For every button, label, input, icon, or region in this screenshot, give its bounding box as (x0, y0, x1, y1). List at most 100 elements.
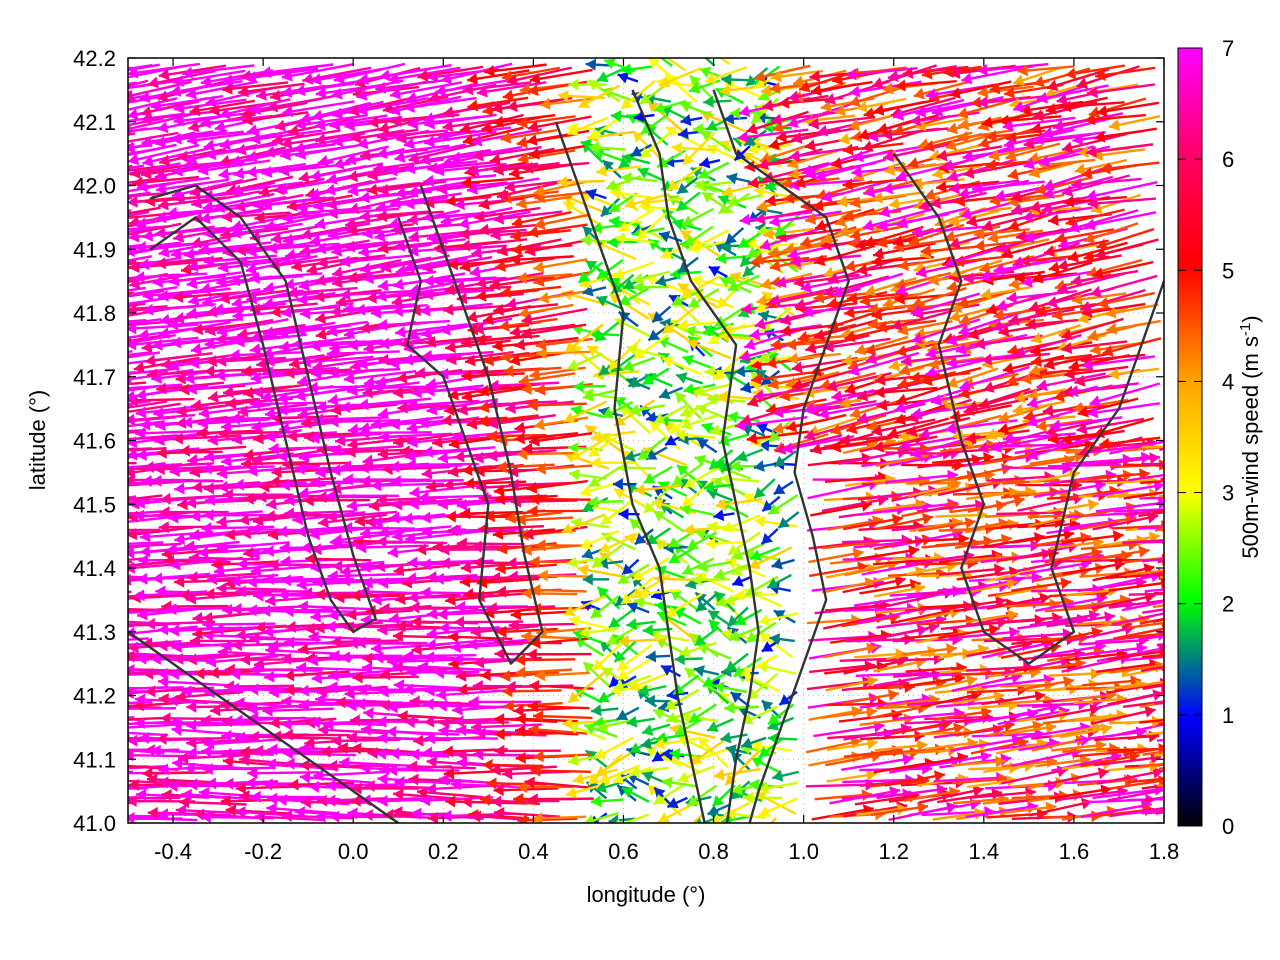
wind-vector (128, 461, 137, 465)
wind-vector (1138, 762, 1164, 768)
wind-vector-head-69 (111, 792, 121, 804)
wind-vector-head-209 (239, 754, 250, 767)
wind-vector-head-298 (652, 750, 664, 762)
wind-vector-head-597 (113, 663, 123, 675)
wind-vector-head-447 (980, 706, 992, 719)
wind-vector (486, 777, 547, 790)
wind-vector-shaft-254 (1011, 749, 1082, 767)
wind-vector-head-67 (72, 791, 82, 803)
wind-vector-head-861 (113, 607, 124, 619)
wind-vector-head-543 (298, 684, 310, 697)
wind-vector-head-1653 (105, 416, 115, 428)
wind-vector-head-133 (75, 783, 85, 795)
wind-vector-head-311 (916, 739, 928, 752)
wind-vector (1094, 752, 1162, 767)
wind-vector-shaft-316 (950, 737, 1023, 752)
wind-vector-head-141 (205, 777, 217, 790)
wind-vector-shaft-220 (406, 765, 477, 770)
wind-vector-shaft-1386 (128, 479, 133, 483)
wind-vector (490, 763, 557, 776)
wind-vector-head-1251 (1167, 521, 1177, 533)
wind-vector-head-7 (175, 804, 187, 817)
wind-vector (691, 812, 705, 823)
wind-vector (772, 769, 800, 782)
wind-vector-head-28 (517, 814, 528, 823)
wind-vector-head-1385 (1202, 486, 1213, 498)
wind-vector-head-77 (239, 790, 250, 803)
wind-vector-head-284 (376, 747, 387, 760)
wind-vector-shaft-858 (128, 610, 129, 613)
wind-vector-shaft-85 (360, 797, 433, 802)
wind-vector (1002, 721, 1057, 736)
wind-vector-shaft-1147 (456, 542, 525, 546)
wind-vector-head-87 (393, 788, 404, 801)
wind-vector-head-596 (93, 668, 103, 680)
wind-vector (821, 706, 877, 719)
wind-vector-shaft-534 (157, 680, 232, 687)
wind-vector-head-89 (420, 794, 431, 807)
wind-vector-head-156 (438, 773, 449, 786)
wind-vector-shaft-193 (1096, 769, 1164, 785)
wind-vector-head-291 (494, 744, 505, 757)
wind-vector-head-542 (284, 683, 295, 696)
wind-vector (621, 786, 650, 803)
wind-vector (594, 736, 634, 760)
wind-vector-head-70 (128, 794, 137, 807)
wind-vector (171, 724, 245, 737)
wind-vector-head-92 (479, 793, 491, 806)
wind-vector (128, 590, 132, 594)
wind-vector-head-1188 (59, 533, 70, 545)
wind-vector-head-419 (423, 715, 435, 728)
wind-vector-head-292 (515, 751, 526, 764)
wind-vector-head-250 (995, 755, 1006, 768)
wind-vector-head-160 (516, 781, 527, 794)
wind-vector-head-410 (281, 718, 292, 731)
wind-vector-head-294 (568, 754, 579, 767)
wind-vector-head-1191 (107, 531, 118, 543)
wind-vector (450, 778, 524, 791)
wind-vector-head-395 (1219, 728, 1230, 740)
wind-vector-head-113 (936, 783, 948, 796)
wind-vector-head-16 (315, 810, 326, 823)
wind-vector-shaft-512 (920, 692, 982, 709)
wind-vector-head-476 (281, 695, 292, 708)
wind-vector-head-334 (128, 734, 138, 747)
wind-vector-head-5 (147, 806, 158, 819)
wind-vector-head-107 (743, 791, 754, 804)
wind-vector-head-660 (70, 657, 80, 669)
wind-vector-head-68 (94, 797, 104, 809)
wind-vector-head-180 (933, 770, 945, 783)
wind-vector-head-190 (1097, 767, 1109, 780)
wind-vector-head-215 (327, 759, 338, 772)
wind-vector-head-1056 (62, 560, 72, 572)
wind-vector (767, 716, 795, 731)
wind-vector-head-1389 (114, 480, 124, 492)
wind-vector-shaft-1650 (128, 416, 132, 420)
wind-vector-shaft-738 (249, 637, 321, 642)
wind-vector (318, 724, 389, 737)
wind-vector (1062, 742, 1120, 755)
wind-vector-head-438 (767, 719, 780, 731)
wind-vector-shaft-386 (1018, 725, 1091, 740)
wind-vector (665, 706, 702, 724)
wind-vector-shaft-89 (419, 796, 494, 802)
wind-vector (282, 747, 356, 760)
wind-vector-head-231 (612, 772, 625, 785)
wind-vector-shaft-119 (969, 790, 1036, 800)
wind-vector-head-167 (653, 793, 666, 805)
wind-vector-head-78 (250, 790, 261, 803)
wind-vector-head-397 (72, 712, 82, 724)
wind-vector-head-792 (61, 625, 71, 637)
wind-vector (419, 794, 494, 807)
wind-vector-shaft-4 (128, 816, 198, 822)
wind-vector-head-988 (1207, 580, 1217, 592)
wind-vector-shaft-531 (128, 686, 184, 690)
wind-vector-shaft-210 (247, 771, 320, 775)
wind-vector-head-404 (186, 719, 197, 732)
wind-vector-head-210 (247, 767, 258, 780)
wind-vector-shaft-409 (269, 717, 337, 725)
wind-vector-head-306 (751, 740, 762, 753)
wind-vector-head-174 (758, 782, 770, 795)
wind-vector-head-145 (262, 778, 273, 791)
wind-vector-head-540 (248, 683, 259, 696)
